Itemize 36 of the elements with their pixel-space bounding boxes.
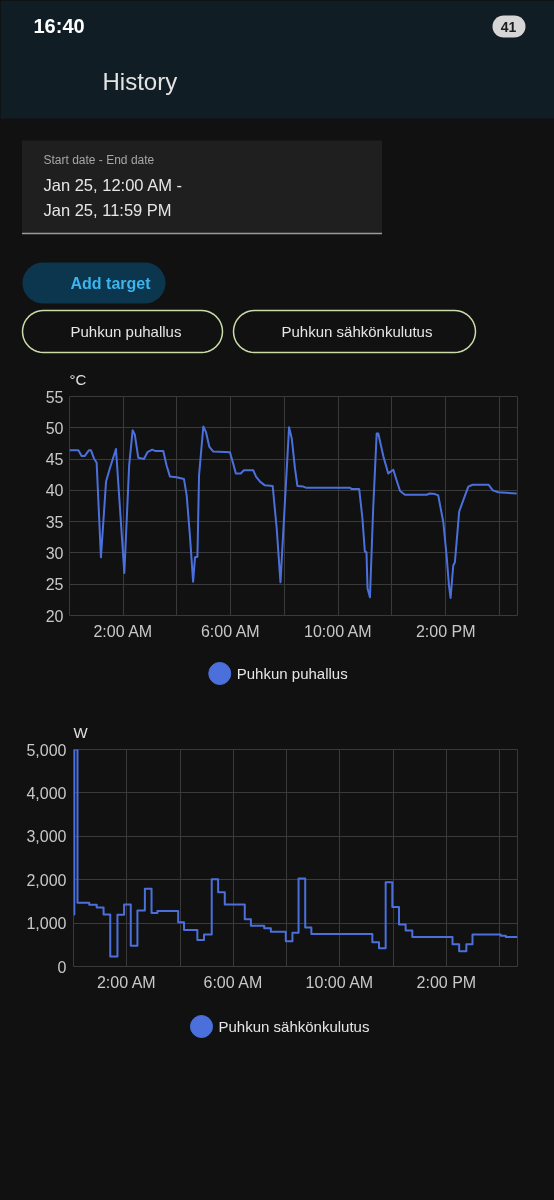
text: 41 <box>500 18 517 35</box>
text: Puhkun puhallus <box>70 323 182 340</box>
x-tick-label: 2:00 AM <box>93 622 153 640</box>
y-tick-label: 0 <box>57 958 67 976</box>
y-tick-label: 45 <box>45 451 64 469</box>
y-tick-label: 20 <box>45 607 64 625</box>
text: Jan 25, 12:00 AM - <box>43 175 183 194</box>
y-tick-label: 55 <box>45 388 64 406</box>
x-tick-label: 6:00 AM <box>203 973 263 991</box>
legend-label: Puhkun puhallus <box>236 665 348 682</box>
y-tick-label: 2,000 <box>26 871 67 889</box>
y-tick-label: 30 <box>45 544 64 562</box>
line-series <box>69 425 518 599</box>
y-tick-label: 40 <box>45 482 64 500</box>
y-tick-label: 5,000 <box>26 741 67 759</box>
x-tick-label: 2:00 PM <box>415 622 476 640</box>
x-tick-label: 2:00 AM <box>96 973 156 991</box>
text: 16:40 <box>33 14 85 37</box>
y-tick-label: 50 <box>45 419 64 437</box>
x-tick-label: 10:00 AM <box>304 622 372 640</box>
y-tick-label: 25 <box>45 576 64 594</box>
text: Jan 25, 11:59 PM <box>43 200 172 219</box>
text: Start date - End date <box>43 152 155 167</box>
y-tick-label: 4,000 <box>26 784 67 802</box>
y-tick-label: 3,000 <box>26 828 67 846</box>
y-axis-title: W <box>73 724 89 741</box>
x-tick-label: 6:00 AM <box>200 622 260 640</box>
y-tick-label: 1,000 <box>26 915 67 933</box>
text: Add target <box>70 275 152 292</box>
y-axis-title: °C <box>69 371 87 388</box>
legend-label: Puhkun sähkönkulutus <box>218 1018 370 1035</box>
y-tick-label: 35 <box>45 513 64 531</box>
x-tick-label: 10:00 AM <box>305 973 374 991</box>
x-tick-label: 2:00 PM <box>416 973 477 991</box>
text: Puhkun sähkönkulutus <box>281 323 433 340</box>
text: History <box>102 68 178 95</box>
